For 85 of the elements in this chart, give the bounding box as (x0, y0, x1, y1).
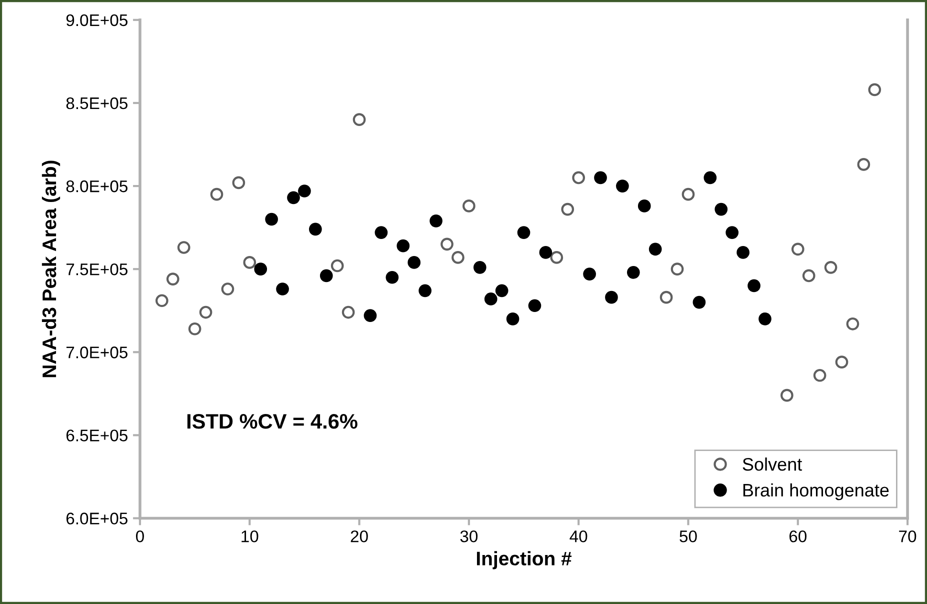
point (594, 171, 607, 184)
legend-label: Brain homogenate (743, 483, 889, 500)
x-tick-label: 30 (460, 530, 478, 542)
point (692, 296, 706, 309)
point (495, 284, 508, 298)
point (780, 388, 794, 402)
point (254, 262, 268, 276)
point (583, 268, 596, 280)
point (714, 202, 728, 216)
x-tick-label: 40 (570, 530, 588, 542)
point (506, 312, 520, 326)
point (572, 171, 586, 184)
point (320, 269, 333, 282)
y-tick-label: 8.5E+05 (66, 97, 128, 110)
point (517, 226, 530, 239)
point (868, 83, 882, 96)
point (374, 226, 388, 239)
point (462, 200, 476, 212)
point (626, 266, 640, 279)
point (221, 282, 234, 296)
x-tick-label: 60 (789, 530, 806, 542)
point (835, 356, 848, 369)
point (660, 290, 673, 304)
point (177, 241, 190, 254)
point (308, 222, 322, 236)
point (287, 191, 300, 204)
point (605, 290, 618, 304)
point (539, 246, 552, 259)
y-tick-label: 6.5E+05 (66, 430, 128, 442)
point (396, 239, 410, 252)
point (791, 242, 804, 256)
y-tick-label: 7.0E+05 (66, 346, 128, 358)
y-tick-label: 8.0E+05 (66, 180, 128, 192)
point (748, 279, 760, 292)
point (386, 270, 399, 284)
point (824, 260, 838, 274)
point (232, 176, 246, 190)
point (704, 171, 717, 184)
point (352, 113, 366, 126)
point (408, 256, 421, 269)
point (364, 309, 377, 322)
point (813, 368, 826, 382)
point (440, 238, 454, 251)
y-tick-label: 9.0E+05 (66, 14, 128, 26)
point (155, 294, 168, 308)
y-axis-title: NAA-d3 Peak Area (arb) (42, 160, 60, 378)
x-tick-label: 70 (899, 530, 916, 542)
x-tick-label: 20 (350, 530, 368, 542)
y-tick-label: 7.5E+05 (66, 263, 128, 276)
point (726, 226, 739, 239)
point (638, 200, 651, 212)
point (857, 158, 870, 171)
point (528, 299, 542, 312)
point (670, 262, 684, 276)
annotation: ISTD %CV = 4.6% (187, 414, 358, 429)
x-tick-label: 50 (680, 530, 697, 542)
point (199, 306, 212, 319)
point (243, 256, 256, 269)
point (550, 251, 564, 264)
point (561, 202, 574, 216)
point (298, 184, 311, 198)
point (484, 292, 498, 306)
point (188, 322, 202, 336)
x-axis-title: Injection # (476, 551, 572, 570)
point (736, 246, 750, 259)
legend-label: Solvent (742, 457, 802, 471)
point (616, 180, 629, 192)
point (330, 259, 344, 272)
x-tick-label: 0 (136, 530, 144, 542)
point (648, 242, 662, 256)
point (682, 188, 695, 201)
point (342, 306, 355, 319)
point (166, 272, 180, 286)
point (430, 214, 442, 228)
point (758, 312, 772, 326)
point (210, 188, 224, 201)
point (276, 282, 289, 296)
x-tick-label: 10 (242, 530, 258, 542)
point (452, 251, 464, 264)
point (802, 269, 816, 282)
point (418, 284, 432, 298)
point (473, 260, 486, 274)
point (846, 317, 860, 330)
y-tick-label: 6.0E+05 (66, 512, 128, 524)
point (265, 212, 278, 226)
